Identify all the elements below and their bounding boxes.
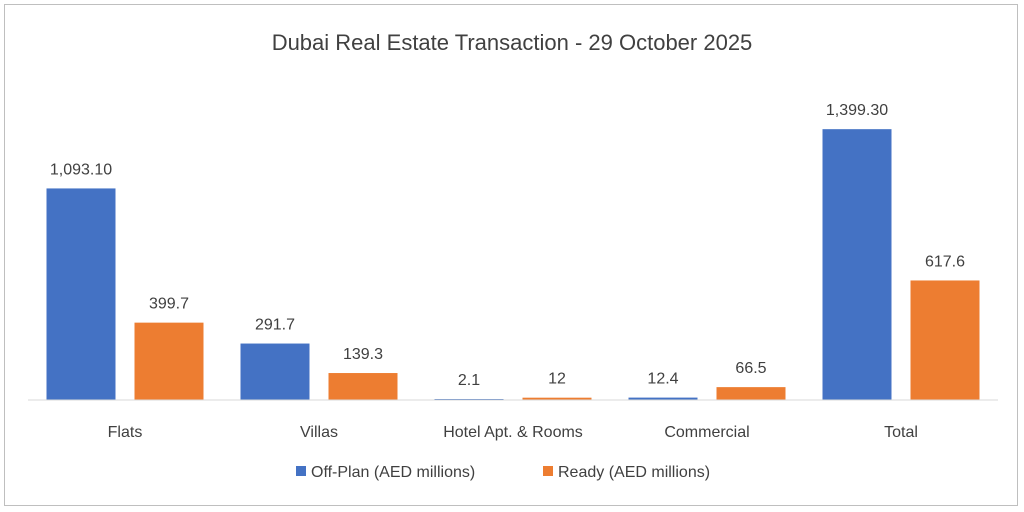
data-label-offplan-3: 12.4 bbox=[647, 371, 678, 388]
category-label-2: Hotel Apt. & Rooms bbox=[443, 424, 583, 441]
category-label-4: Total bbox=[884, 424, 918, 441]
data-label-ready-0: 399.7 bbox=[149, 296, 189, 313]
bars-layer: 1,093.10 399.7 291.7 139.3 2.1 12 12.4 66.5 1,39… bbox=[46, 102, 980, 401]
legend-label-ready: Ready (AED millions) bbox=[558, 464, 710, 481]
bar-offplan-1 bbox=[240, 343, 310, 400]
data-label-ready-1: 139.3 bbox=[343, 346, 383, 363]
bar-ready-1 bbox=[328, 373, 398, 400]
bar-ready-2 bbox=[522, 397, 592, 400]
bar-offplan-3 bbox=[628, 397, 698, 400]
data-label-offplan-4: 1,399.30 bbox=[826, 102, 888, 119]
chart-title: Dubai Real Estate Transaction - 29 Octob… bbox=[272, 30, 753, 55]
category-labels: Flats Villas Hotel Apt. & Rooms Commercial T… bbox=[108, 424, 918, 441]
legend-swatch-ready bbox=[543, 466, 553, 476]
legend-label-offplan: Off-Plan (AED millions) bbox=[311, 464, 475, 481]
category-label-3: Commercial bbox=[664, 424, 749, 441]
data-label-offplan-0: 1,093.10 bbox=[50, 161, 112, 178]
category-label-1: Villas bbox=[300, 424, 338, 441]
bar-offplan-0 bbox=[46, 188, 116, 400]
data-label-ready-4: 617.6 bbox=[925, 253, 965, 270]
legend: Off-Plan (AED millions) Ready (AED millio… bbox=[296, 464, 710, 481]
bar-offplan-4 bbox=[822, 129, 892, 401]
category-label-0: Flats bbox=[108, 424, 143, 441]
data-label-offplan-2: 2.1 bbox=[458, 372, 480, 389]
legend-swatch-offplan bbox=[296, 466, 306, 476]
bar-ready-4 bbox=[910, 280, 980, 400]
bar-ready-3 bbox=[716, 387, 786, 400]
data-label-ready-2: 12 bbox=[548, 371, 566, 388]
bar-ready-0 bbox=[134, 322, 204, 400]
data-label-ready-3: 66.5 bbox=[735, 360, 766, 377]
data-label-offplan-1: 291.7 bbox=[255, 317, 295, 334]
